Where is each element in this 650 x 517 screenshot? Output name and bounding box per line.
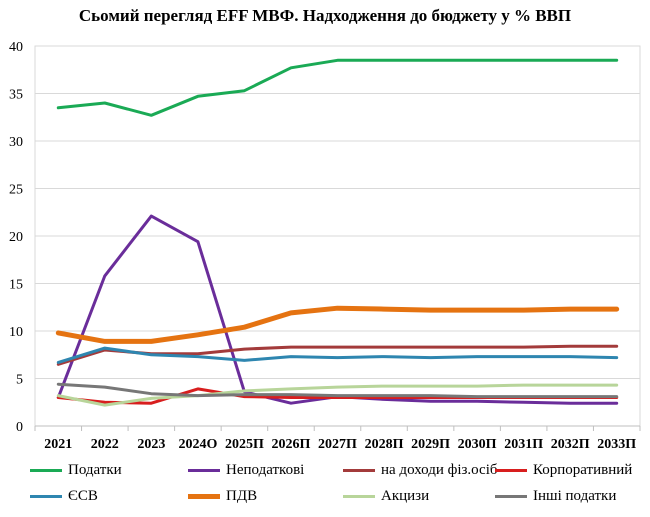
x-tick-label: 2029П	[411, 437, 450, 452]
y-tick-label: 25	[9, 183, 23, 198]
legend-swatch	[343, 469, 375, 472]
legend-label: Інші податки	[533, 488, 617, 504]
x-tick-label: 2027П	[318, 437, 357, 452]
series-line-1	[56, 58, 619, 117]
y-tick-label: 40	[9, 40, 23, 55]
legend-swatch	[495, 495, 527, 498]
legend-swatch	[30, 495, 62, 498]
legend-item: Неподаткові	[188, 462, 304, 479]
legend-label: ЄСВ	[68, 488, 98, 504]
legend-label: Податки	[68, 462, 122, 478]
y-tick-label: 30	[9, 135, 23, 150]
y-tick-label: 10	[9, 325, 23, 340]
legend-item: Корпоративний	[495, 462, 632, 479]
legend-label: на доходи фіз.осіб	[381, 462, 498, 478]
legend-label: ПДВ	[226, 488, 258, 504]
legend-swatch	[495, 469, 527, 472]
x-tick-label: 2023	[137, 437, 165, 452]
legend-label: Акцизи	[381, 488, 430, 504]
x-tick-label: 2028П	[365, 437, 404, 452]
chart-title: Сьомий перегляд EFF МВФ. Надходження до …	[78, 6, 572, 25]
legend-label: Корпоративний	[533, 462, 633, 478]
y-tick-label: 35	[9, 88, 23, 103]
legend-swatch	[188, 469, 220, 472]
series-line-6	[55, 305, 620, 344]
series-line-5	[56, 346, 619, 364]
y-tick-label: 0	[16, 420, 23, 435]
legend-item: Інші податки	[495, 488, 616, 505]
legend-item: Податки	[30, 462, 122, 479]
x-tick-label: 2022	[91, 437, 119, 452]
x-tick-label: 2021	[44, 437, 72, 452]
legend-item: Акцизи	[343, 488, 429, 505]
legend-item: ПДВ	[188, 488, 257, 505]
legend-swatch	[343, 495, 375, 498]
x-tick-label: 2033П	[597, 437, 636, 452]
x-tick-label: 2024О	[178, 437, 217, 452]
x-tick-label: 2030П	[458, 437, 497, 452]
legend-label: Неподаткові	[226, 462, 305, 478]
y-tick-label: 20	[9, 230, 23, 245]
x-tick-label: 2026П	[272, 437, 311, 452]
legend-item: ЄСВ	[30, 488, 98, 505]
y-tick-label: 15	[9, 278, 23, 293]
x-tick-label: 2031П	[504, 437, 543, 452]
legend-swatch	[188, 494, 220, 499]
legend-item: на доходи фіз.осіб	[343, 462, 498, 479]
legend-swatch	[30, 469, 62, 472]
y-tick-label: 5	[16, 373, 23, 388]
series-line-8	[56, 382, 619, 399]
x-tick-label: 2025П	[225, 437, 264, 452]
series-line-7	[56, 383, 619, 407]
x-tick-label: 2032П	[551, 437, 590, 452]
